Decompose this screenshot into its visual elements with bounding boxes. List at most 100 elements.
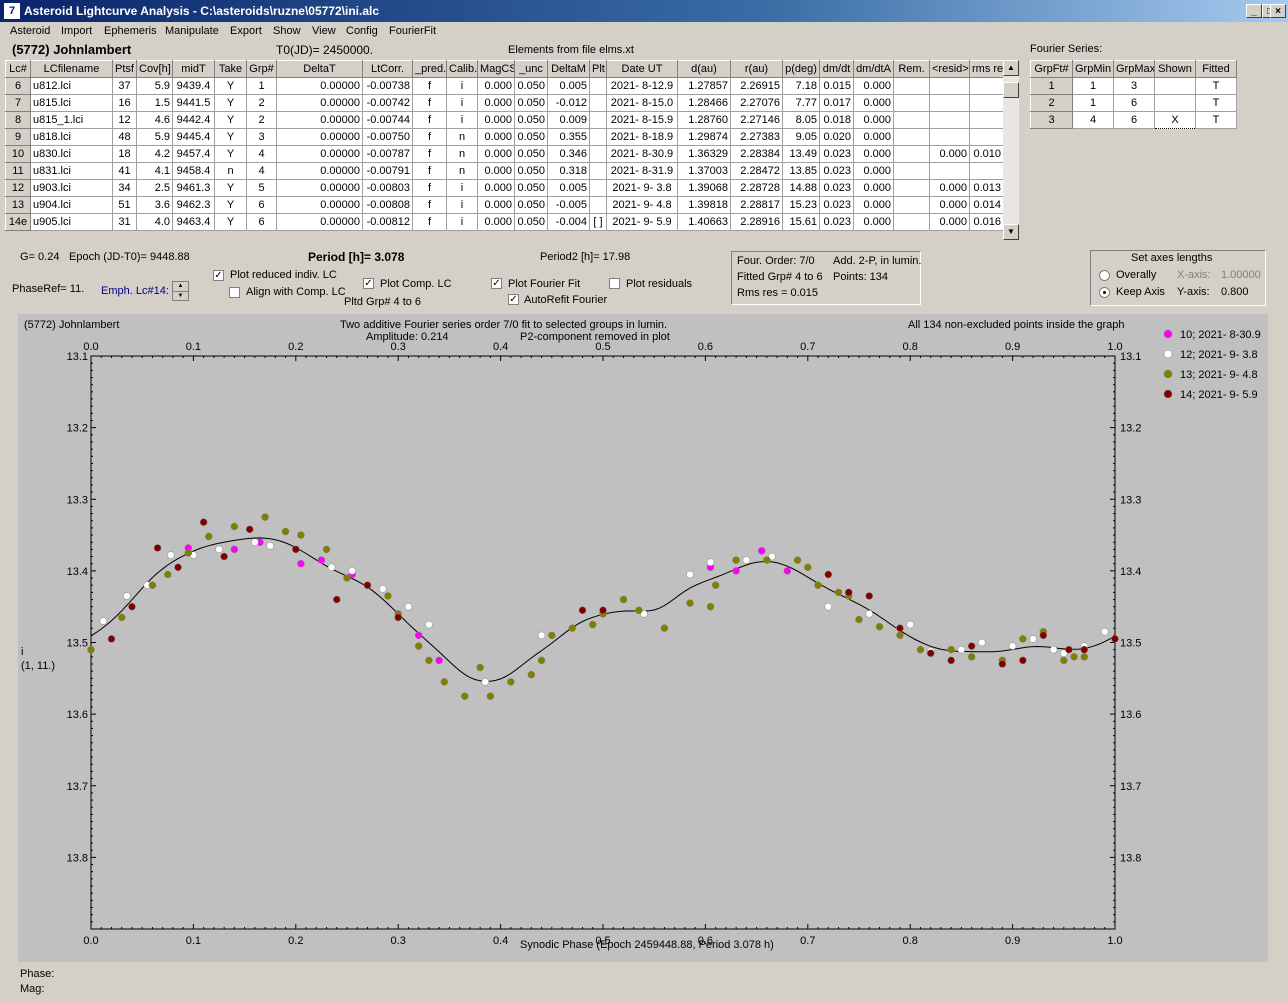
table-cell[interactable]: 14.88: [782, 179, 820, 197]
table-cell[interactable]: 1.37003: [677, 162, 731, 180]
table-cell[interactable]: 0.00000: [276, 111, 363, 129]
lc-col-header[interactable]: _pred.: [412, 60, 447, 78]
lc-col-header[interactable]: Cov[h]: [136, 60, 173, 78]
table-cell[interactable]: [929, 111, 970, 129]
table-cell[interactable]: [589, 162, 607, 180]
table-cell[interactable]: 1.39068: [677, 179, 731, 197]
table-cell[interactable]: 0.355: [547, 128, 590, 146]
scroll-down-icon[interactable]: ▼: [1003, 224, 1019, 240]
table-row[interactable]: 12 u903.lci 34 2.5 9461.3 Y 5 0.00000 -0.00803 f i…: [5, 179, 1004, 197]
table-cell[interactable]: 2.5: [136, 179, 173, 197]
table-cell[interactable]: 9439.4: [172, 77, 215, 95]
table-cell[interactable]: 2021- 9- 5.9: [606, 213, 678, 231]
table-cell[interactable]: 0.023: [819, 179, 854, 197]
table-cell[interactable]: 15.61: [782, 213, 820, 231]
table-cell[interactable]: 8.05: [782, 111, 820, 129]
table-cell[interactable]: [589, 128, 607, 146]
table-row[interactable]: 13 u904.lci 51 3.6 9462.3 Y 6 0.00000 -0.00808 f i…: [5, 196, 1004, 214]
menu-view[interactable]: View: [312, 25, 336, 37]
table-cell[interactable]: 0.00000: [276, 128, 363, 146]
keep-axis-radio[interactable]: [1099, 287, 1110, 298]
table-cell[interactable]: 5: [246, 179, 277, 197]
table-row[interactable]: 8 u815_1.lci 12 4.6 9442.4 Y 2 0.00000 -0.00744 f…: [5, 111, 1004, 129]
table-row[interactable]: 10 u830.lci 18 4.2 9457.4 Y 4 0.00000 -0.00787 f n…: [5, 145, 1004, 163]
table-cell[interactable]: 0.000: [477, 77, 515, 95]
table-cell[interactable]: 0.000: [929, 179, 970, 197]
row-header[interactable]: 6: [5, 77, 31, 95]
table-cell[interactable]: Y: [214, 145, 247, 163]
table-cell[interactable]: u815_1.lci: [30, 111, 113, 129]
table-cell[interactable]: 34: [112, 179, 137, 197]
lc-col-header[interactable]: p(deg): [782, 60, 820, 78]
spin-up-icon[interactable]: ▲: [173, 282, 188, 292]
row-header[interactable]: 10: [5, 145, 31, 163]
table-cell[interactable]: 12: [112, 111, 137, 129]
x-axis-length-field[interactable]: 1.00000: [1221, 269, 1261, 281]
table-cell[interactable]: 0.005: [547, 179, 590, 197]
table-cell[interactable]: -0.00738: [362, 77, 413, 95]
table-cell[interactable]: 2.26915: [730, 77, 783, 95]
table-cell[interactable]: u830.lci: [30, 145, 113, 163]
table-cell[interactable]: Y: [214, 128, 247, 146]
menu-manipulate[interactable]: Manipulate: [165, 25, 219, 37]
table-cell[interactable]: 1.40663: [677, 213, 731, 231]
table-cell[interactable]: -0.00744: [362, 111, 413, 129]
table-cell[interactable]: 6: [246, 213, 277, 231]
spin-down-icon[interactable]: ▼: [177, 293, 184, 299]
table-cell[interactable]: 31: [112, 213, 137, 231]
table-cell[interactable]: 0.000: [853, 145, 894, 163]
table-cell[interactable]: 0.000: [477, 179, 515, 197]
table-cell[interactable]: 0.000: [477, 162, 515, 180]
period-value[interactable]: Period [h]= 3.078: [308, 250, 405, 264]
table-cell[interactable]: 2.27383: [730, 128, 783, 146]
menu-export[interactable]: Export: [230, 25, 262, 37]
table-cell[interactable]: [929, 94, 970, 112]
table-cell[interactable]: f: [412, 111, 447, 129]
table-cell[interactable]: 0.00000: [276, 213, 363, 231]
table-cell[interactable]: 13.85: [782, 162, 820, 180]
table-cell[interactable]: 4: [1072, 111, 1114, 129]
table-cell[interactable]: [969, 77, 1004, 95]
table-cell[interactable]: 2.28817: [730, 196, 783, 214]
table-cell[interactable]: [1154, 77, 1196, 95]
menu-ephemeris[interactable]: Ephemeris: [104, 25, 157, 37]
fs-col-header[interactable]: GrpFt#: [1030, 60, 1073, 78]
table-cell[interactable]: [1154, 94, 1196, 112]
table-cell[interactable]: i: [446, 179, 478, 197]
table-cell[interactable]: 1.27857: [677, 77, 731, 95]
table-cell[interactable]: T: [1195, 94, 1237, 112]
table-cell[interactable]: 6: [246, 196, 277, 214]
table-cell[interactable]: f: [412, 94, 447, 112]
menu-fourierfit[interactable]: FourierFit: [389, 25, 437, 37]
table-cell[interactable]: 0.023: [819, 213, 854, 231]
table-cell[interactable]: 9.05: [782, 128, 820, 146]
table-cell[interactable]: -0.00791: [362, 162, 413, 180]
table-cell[interactable]: 0.016: [969, 213, 1004, 231]
table-cell[interactable]: X: [1154, 111, 1196, 129]
table-cell[interactable]: 5.9: [136, 128, 173, 146]
table-cell[interactable]: 2021- 9- 3.8: [606, 179, 678, 197]
table-cell[interactable]: 0.013: [969, 179, 1004, 197]
table-cell[interactable]: Y: [214, 111, 247, 129]
table-cell[interactable]: -0.00812: [362, 213, 413, 231]
table-cell[interactable]: 0.00000: [276, 162, 363, 180]
table-cell[interactable]: 0.00000: [276, 179, 363, 197]
table-cell[interactable]: 5.9: [136, 77, 173, 95]
table-cell[interactable]: [929, 128, 970, 146]
lightcurve-table-scrollbar[interactable]: ▲ ▼: [1003, 60, 1019, 240]
table-cell[interactable]: Y: [214, 179, 247, 197]
table-cell[interactable]: 0.00000: [276, 145, 363, 163]
table-row[interactable]: 6 u812.lci 37 5.9 9439.4 Y 1 0.00000 -0.00738 f i 0…: [5, 77, 1004, 95]
table-cell[interactable]: 0.000: [477, 196, 515, 214]
table-cell[interactable]: u831.lci: [30, 162, 113, 180]
autorefit-checkbox[interactable]: ✓: [508, 294, 519, 305]
table-cell[interactable]: f: [412, 145, 447, 163]
table-cell[interactable]: 2: [246, 111, 277, 129]
table-cell[interactable]: 15.23: [782, 196, 820, 214]
table-cell[interactable]: 0.023: [819, 145, 854, 163]
close-button[interactable]: ×: [1270, 4, 1286, 18]
row-header[interactable]: 12: [5, 179, 31, 197]
table-cell[interactable]: 16: [112, 94, 137, 112]
table-cell[interactable]: 1.39818: [677, 196, 731, 214]
